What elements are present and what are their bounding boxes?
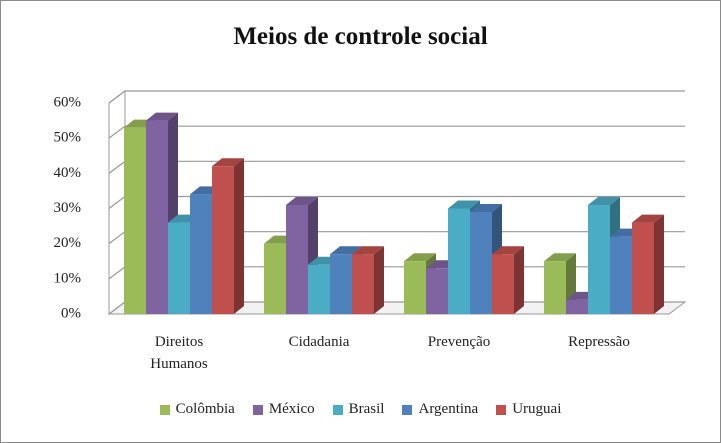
bar bbox=[588, 204, 610, 314]
bar bbox=[264, 243, 286, 314]
legend-item: Argentina bbox=[402, 401, 478, 418]
bar bbox=[308, 264, 330, 314]
bar bbox=[470, 212, 492, 314]
bar bbox=[190, 194, 212, 314]
bar bbox=[492, 254, 514, 314]
grid-line bbox=[108, 125, 685, 139]
legend-swatch bbox=[159, 404, 170, 415]
bar-top bbox=[146, 112, 178, 121]
y-tick-label: 40% bbox=[54, 165, 82, 181]
bar-side bbox=[374, 246, 384, 314]
bar bbox=[404, 261, 426, 314]
bar-top bbox=[212, 158, 244, 167]
legend-item: Brasil bbox=[332, 401, 385, 418]
bar bbox=[632, 222, 654, 314]
legend-label: Argentina bbox=[418, 401, 479, 417]
bar bbox=[610, 236, 632, 314]
bar-top bbox=[404, 253, 436, 262]
legend-label: Uruguai bbox=[512, 401, 562, 417]
legend-swatch bbox=[252, 404, 263, 415]
bar-top bbox=[330, 246, 362, 255]
bar bbox=[566, 299, 588, 314]
x-tick-label: Repressão bbox=[568, 334, 630, 350]
bar bbox=[352, 254, 374, 314]
bar bbox=[212, 166, 234, 314]
bar-top bbox=[492, 246, 524, 255]
y-tick-label: 50% bbox=[54, 130, 82, 146]
legend-label: Brasil bbox=[348, 401, 385, 417]
bar bbox=[426, 268, 448, 314]
bar-side bbox=[654, 214, 664, 314]
legend-swatch bbox=[332, 404, 343, 415]
y-tick-label: 10% bbox=[54, 270, 82, 286]
y-tick-label: 20% bbox=[54, 235, 82, 251]
legend-label: México bbox=[268, 401, 315, 417]
bar bbox=[544, 261, 566, 314]
grid-line bbox=[108, 160, 685, 174]
grid-line bbox=[108, 90, 685, 104]
bar-top bbox=[632, 214, 664, 223]
bar-top bbox=[448, 200, 480, 209]
bar-side bbox=[234, 158, 244, 314]
x-tick-label: Prevenção bbox=[427, 334, 491, 350]
bar bbox=[146, 120, 168, 314]
bar-top bbox=[588, 196, 620, 205]
bar-side bbox=[514, 246, 524, 314]
bar bbox=[448, 208, 470, 314]
legend-swatch bbox=[402, 404, 413, 415]
legend-item: Uruguai bbox=[496, 401, 561, 418]
bar bbox=[286, 204, 308, 314]
legend-swatch bbox=[496, 404, 507, 415]
chart-title: Meios de controle social bbox=[233, 23, 488, 50]
bar bbox=[168, 222, 190, 314]
legend-item: México bbox=[252, 401, 315, 418]
legend: Colômbia México Brasil Argentina Uruguai bbox=[1, 401, 720, 418]
legend-item: Colômbia bbox=[159, 401, 235, 418]
y-tick-label: 60% bbox=[54, 94, 82, 110]
y-tick-label: 0% bbox=[61, 305, 81, 321]
x-tick-label: Direitos Humanos bbox=[150, 334, 208, 372]
bar-top bbox=[286, 196, 318, 205]
bar-top bbox=[352, 246, 384, 255]
y-tick-label: 30% bbox=[54, 200, 82, 216]
x-tick-label: Cidadania bbox=[288, 334, 350, 350]
bar-top bbox=[544, 253, 576, 262]
bar bbox=[330, 254, 352, 314]
legend-label: Colômbia bbox=[175, 401, 235, 417]
bar-top bbox=[470, 204, 502, 213]
bar bbox=[124, 127, 146, 314]
